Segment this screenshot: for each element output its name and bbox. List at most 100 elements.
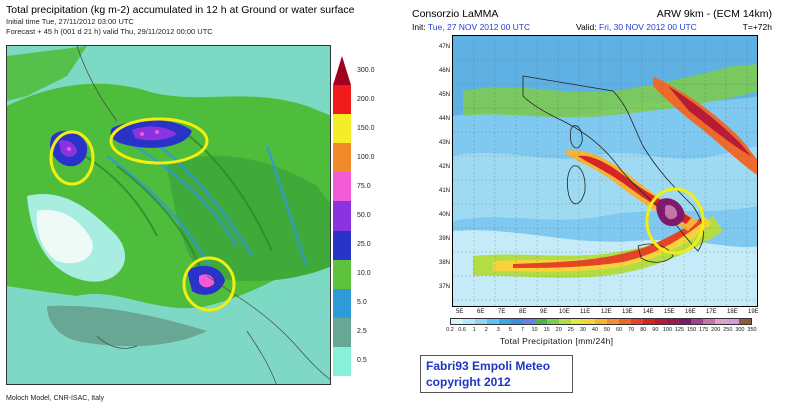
legend-swatch	[333, 230, 351, 260]
lat-label: 45N	[438, 92, 450, 98]
right-org-name: Consorzio LaMMA	[412, 8, 499, 20]
colorbar-swatch	[547, 319, 559, 324]
colorbar-swatch	[655, 319, 667, 324]
colorbar-swatch	[475, 319, 487, 324]
lon-label: 12E	[601, 309, 612, 315]
colorbar-swatch	[595, 319, 607, 324]
left-annotation-circle-south	[182, 256, 236, 312]
left-annotation-circle-west	[49, 130, 95, 186]
legend-label: 0.5	[357, 357, 367, 365]
colorbar-tick-label: 20	[555, 327, 562, 333]
colorbar-swatch	[727, 319, 739, 324]
legend-swatch	[333, 85, 351, 115]
legend-swatch	[333, 114, 351, 144]
right-precipitation-map	[452, 35, 758, 307]
left-map-graphic	[7, 46, 330, 384]
legend-label: 200.0	[357, 95, 375, 103]
lon-label: 8E	[519, 309, 527, 315]
colorbar-swatch	[583, 319, 595, 324]
legend-label: 25.0	[357, 241, 371, 249]
colorbar-swatch	[667, 319, 679, 324]
watermark-line-1: Fabri93 Empoli Meteo	[426, 359, 551, 373]
right-colorbar-title: Total Precipitation [mm/24h]	[500, 336, 614, 346]
right-colorbar	[450, 318, 752, 325]
colorbar-swatch	[487, 319, 499, 324]
legend-label: 50.0	[357, 212, 371, 219]
lat-label: 40N	[438, 212, 450, 218]
colorbar-tick-label: 80	[640, 327, 647, 333]
colorbar-swatch	[679, 319, 691, 324]
lat-label: 39N	[438, 236, 450, 242]
colorbar-tick-label: 0.6	[458, 327, 466, 333]
left-map-header: Total precipitation (kg m-2) accumulated…	[6, 4, 386, 37]
right-model-name: ARW 9km - (ECM 14km)	[656, 8, 772, 20]
colorbar-tick-label: 175	[699, 327, 709, 333]
lon-label: 18E	[727, 309, 738, 315]
watermark-line-2: copyright 2012	[426, 375, 511, 389]
legend-label: 150.0	[357, 124, 375, 132]
colorbar-tick-label: 0.2	[446, 327, 454, 333]
lon-label: 13E	[622, 309, 633, 315]
colorbar-tick-label: 15	[543, 327, 550, 333]
right-map-graphic	[453, 36, 757, 306]
lon-label: 19E	[748, 309, 759, 315]
colorbar-swatch	[619, 319, 631, 324]
legend-label: 2.5	[357, 328, 367, 336]
colorbar-swatch	[715, 319, 727, 324]
colorbar-swatch	[703, 319, 715, 324]
legend-swatch	[333, 201, 351, 231]
colorbar-tick-label: 200	[711, 327, 721, 333]
legend-swatch	[333, 143, 351, 173]
colorbar-swatch	[607, 319, 619, 324]
lon-label: 9E	[540, 309, 548, 315]
lat-label: 37N	[438, 284, 450, 290]
lat-label: 44N	[438, 116, 450, 122]
colorbar-tick-label: 125	[674, 327, 685, 333]
legend-swatch	[333, 288, 351, 318]
colorbar-swatch	[463, 319, 475, 324]
legend-label: 10.0	[357, 270, 371, 278]
lon-label: 7E	[498, 309, 506, 315]
colorbar-tick-label: 90	[652, 327, 659, 333]
colorbar-tick-label: 5	[508, 327, 512, 333]
legend-label: 100.0	[357, 153, 375, 161]
lat-label: 42N	[438, 164, 450, 170]
right-init-label: Init:	[412, 22, 426, 32]
colorbar-tick-label: 60	[616, 327, 623, 333]
legend-swatch	[333, 56, 351, 86]
colorbar-tick-label: 300	[735, 327, 745, 333]
colorbar-swatch	[691, 319, 703, 324]
legend-swatch	[333, 346, 351, 376]
lat-label: 46N	[438, 68, 450, 74]
colorbar-tick-label: 1	[472, 327, 476, 333]
left-legend: 300.0 200.0 150.0 100.0 75.0 50.0 25.0 10.0 5.0 2…	[333, 56, 393, 376]
legend-swatch	[333, 259, 351, 289]
right-valid-value: Fri, 30 NOV 2012 00 UTC	[599, 22, 697, 32]
colorbar-tick-label: 100	[662, 327, 673, 333]
lat-label: 38N	[438, 260, 450, 266]
colorbar-tick-label: 250	[723, 327, 733, 333]
right-map-header: Consorzio LaMMA ARW 9km - (ECM 14km) Ini…	[412, 8, 772, 33]
legend-label: 300.0	[357, 66, 375, 74]
colorbar-swatch	[535, 319, 547, 324]
lon-label: 14E	[643, 309, 654, 315]
colorbar-tick-label: 10	[531, 327, 538, 333]
left-model-credit: Moloch Model, CNR-ISAC, Italy	[6, 395, 105, 402]
lon-label: 15E	[664, 309, 675, 315]
left-precipitation-map	[6, 45, 331, 385]
colorbar-swatch	[451, 319, 463, 324]
lat-label: 41N	[438, 188, 450, 194]
right-lead-time: T=+72h	[742, 22, 772, 32]
left-initial-time: Initial time Tue, 27/11/2012 03:00 UTC	[6, 17, 134, 26]
legend-swatch	[333, 172, 351, 202]
colorbar-swatch	[511, 319, 523, 324]
legend-label: 75.0	[357, 182, 371, 190]
colorbar-swatch	[631, 319, 643, 324]
lon-label: 6E	[477, 309, 485, 315]
colorbar-tick-label: 40	[591, 327, 599, 333]
colorbar-tick-label: 3	[496, 327, 500, 333]
colorbar-tick-label: 150	[687, 327, 697, 333]
left-annotation-circle-north	[109, 117, 209, 165]
right-init-value: Tue, 27 NOV 2012 00 UTC	[427, 22, 531, 32]
lat-label: 43N	[438, 140, 450, 146]
